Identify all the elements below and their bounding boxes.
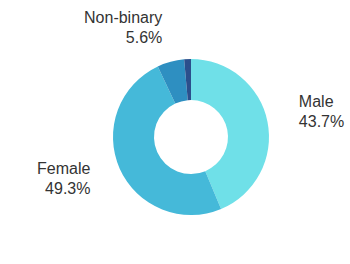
svg-text:Female: Female	[37, 160, 90, 177]
svg-text:Male: Male	[299, 93, 334, 110]
svg-text:49.3%: 49.3%	[45, 180, 90, 197]
svg-text:5.6%: 5.6%	[126, 29, 162, 46]
svg-text:Non-binary: Non-binary	[84, 9, 162, 26]
svg-text:43.7%: 43.7%	[299, 113, 342, 130]
